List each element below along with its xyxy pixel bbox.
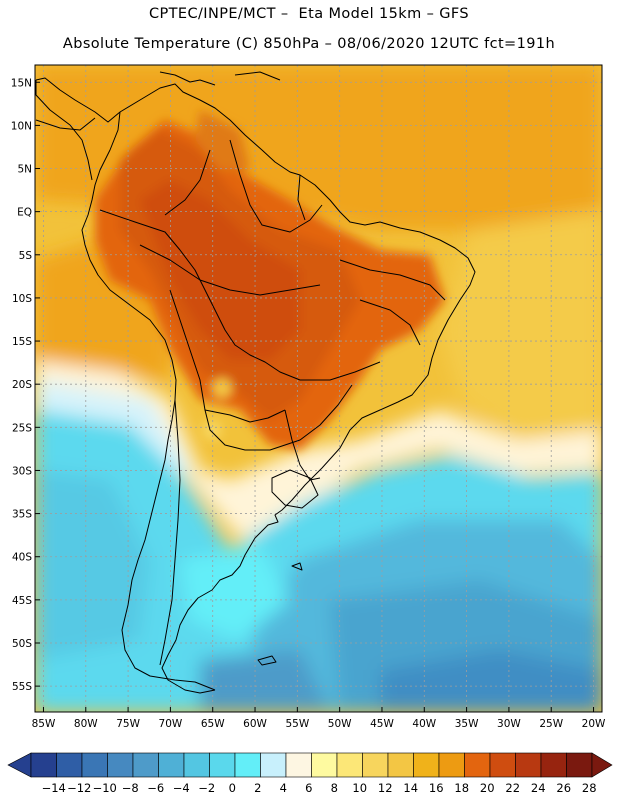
colorbar-label: −14 [42,781,66,795]
colorbar-label: 28 [582,781,597,795]
lat-label: 30S [12,465,32,477]
colorbar-swatch [260,752,287,778]
colorbar-swatch [234,752,261,778]
colorbar-swatch [336,752,363,778]
lat-label: 40S [12,552,32,564]
colorbar-label: −8 [122,781,139,795]
colorbar-label: 12 [378,781,393,795]
title-line-2: Absolute Temperature (C) 850hPa – 08/06/… [62,36,556,52]
colorbar-swatch [489,752,516,778]
colorbar-label: 0 [229,781,236,795]
lat-label: 5S [19,250,33,262]
lat-label: 20S [12,379,32,391]
lon-label: 85W [32,718,56,730]
colorbar-arrow-left [7,752,32,778]
latitude-labels: 15N 10N 5N EQ 5S 10S 15S 20S 25S 30S 35S 40S 45S 50S 5… [11,77,33,693]
colorbar-label: −10 [93,781,117,795]
title-line-1: CPTEC/INPE/MCT – Eta Model 15km – GFS [148,6,470,22]
colorbar-swatch [183,752,210,778]
lon-label: 75W [116,718,140,730]
colorbar-swatch [362,752,389,778]
colorbar-label: 14 [403,781,418,795]
colorbar-label: 10 [352,781,367,795]
coastline [35,71,476,694]
colorbar-swatch [209,752,236,778]
longitude-labels: 85W 80W 75W 70W 65W 60W 55W 50W 45W 40W 35W 30W 25W 2… [32,718,606,730]
colorbar-label: 26 [556,781,571,795]
lat-label: 10N [11,120,32,132]
lon-label: 30W [497,718,521,730]
colorbar-swatch [566,752,593,778]
lon-label: 35W [455,718,479,730]
temperature-field [35,65,602,712]
colorbar-swatch [30,752,57,778]
lon-label: 20W [582,718,606,730]
colorbar-swatch [464,752,491,778]
colorbar-swatch [515,752,542,778]
lon-label: 50W [328,718,352,730]
colorbar-label: 4 [280,781,287,795]
colorbar-swatch [285,752,312,778]
lat-label: 55S [12,681,32,693]
colorbar-label: 24 [531,781,546,795]
lon-label: 25W [539,718,563,730]
map-frame [34,64,603,713]
colorbar-swatch [158,752,185,778]
lat-label: EQ [17,207,32,219]
colorbar [7,752,613,778]
lat-label: 5N [17,164,32,176]
lon-label: 55W [285,718,309,730]
colorbar-swatch [56,752,83,778]
colorbar-swatch [540,752,567,778]
colorbar-label: 22 [505,781,520,795]
lat-label: 15S [12,336,32,348]
colorbar-label: 2 [254,781,261,795]
axis-ticks [35,81,595,712]
lat-label: 50S [12,638,32,650]
colorbar-arrow-right [591,752,613,778]
colorbar-label: 16 [429,781,444,795]
lon-label: 65W [201,718,225,730]
lon-label: 70W [159,718,183,730]
colorbar-swatch [387,752,414,778]
colorbar-label: 18 [454,781,469,795]
colorbar-labels: −14 −12 −10 −8 −6 −4 −2 0 2 4 6 8 10 12 14 16 18 20 22 24 26… [42,781,597,795]
colorbar-swatch [132,752,159,778]
colorbar-label: −12 [67,781,91,795]
lon-label: 60W [243,718,267,730]
lat-label: 15N [11,77,32,89]
lat-label: 25S [12,422,32,434]
colorbar-label: 8 [331,781,338,795]
lon-label: 80W [74,718,98,730]
colorbar-swatch [438,752,465,778]
colorbar-swatch [107,752,134,778]
lat-label: 45S [12,595,32,607]
colorbar-swatch [81,752,108,778]
lon-label: 45W [370,718,394,730]
lon-label: 40W [412,718,436,730]
colorbar-label: −2 [198,781,215,795]
colorbar-swatch [311,752,338,778]
colorbar-label: −4 [173,781,190,795]
colorbar-label: 20 [480,781,495,795]
colorbar-swatch [413,752,440,778]
colorbar-label: −6 [147,781,164,795]
lat-label: 10S [12,293,32,305]
colorbar-label: 6 [305,781,312,795]
lat-label: 35S [12,509,32,521]
